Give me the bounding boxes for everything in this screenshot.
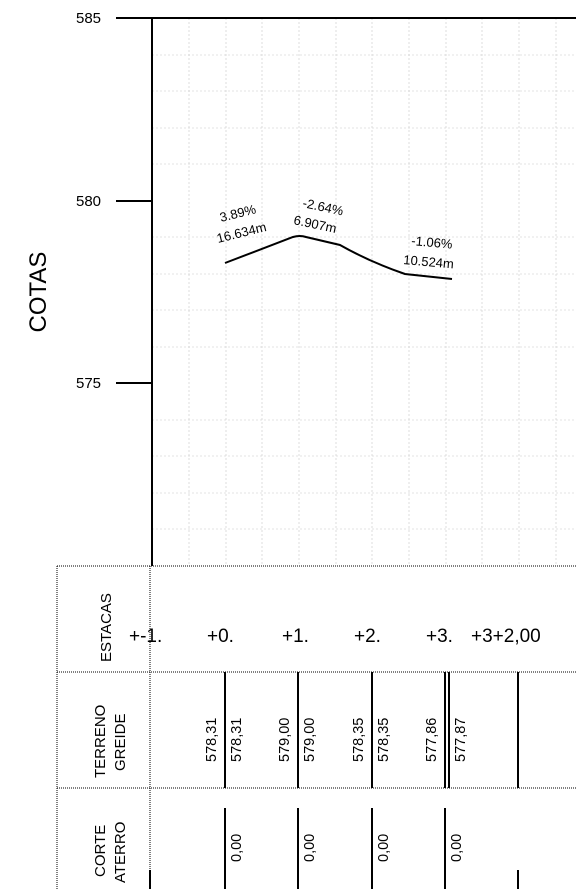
greide-value: 578,31 <box>229 718 245 762</box>
station-label: +2. <box>354 626 381 647</box>
ytick-label-580: 580 <box>76 193 101 210</box>
ytick-label-575: 575 <box>76 375 101 392</box>
corte-aterro-value: 0,00 <box>449 834 465 862</box>
grid-lines <box>152 17 576 566</box>
grade-line <box>224 235 453 280</box>
terreno-value: 577,86 <box>424 718 440 762</box>
row-header-greide: GREIDE <box>112 713 129 771</box>
y-axis-label: COTAS <box>25 252 52 333</box>
station-label: +1. <box>282 626 309 647</box>
station-label: +0. <box>207 626 234 647</box>
corte-aterro-value: 0,00 <box>229 834 245 862</box>
row-header-aterro: ATERRO <box>112 822 129 883</box>
length-annotation-3: 10.524m <box>403 252 455 271</box>
station-label: +3+2,00 <box>471 626 541 647</box>
terreno-value: 579,00 <box>277 718 293 762</box>
terreno-value: 578,35 <box>351 718 367 762</box>
terreno-value: 578,31 <box>204 718 220 762</box>
station-label: +3. <box>426 626 453 647</box>
ytick-label-585: 585 <box>76 10 101 27</box>
table-frame <box>56 565 576 889</box>
row-header-estacas: ESTACAS <box>98 593 115 662</box>
station-ticks <box>149 672 519 889</box>
greide-value: 578,35 <box>376 718 392 762</box>
greide-value: 579,00 <box>302 718 318 762</box>
corte-aterro-value: 0,00 <box>376 834 392 862</box>
row-header-terreno: TERRENO <box>92 705 109 778</box>
station-label: +-1. <box>129 626 162 647</box>
slope-annotation-3: -1.06% <box>411 233 454 252</box>
row-header-corte: CORTE <box>92 825 109 877</box>
corte-aterro-value: 0,00 <box>302 834 318 862</box>
greide-value: 577,87 <box>453 718 469 762</box>
